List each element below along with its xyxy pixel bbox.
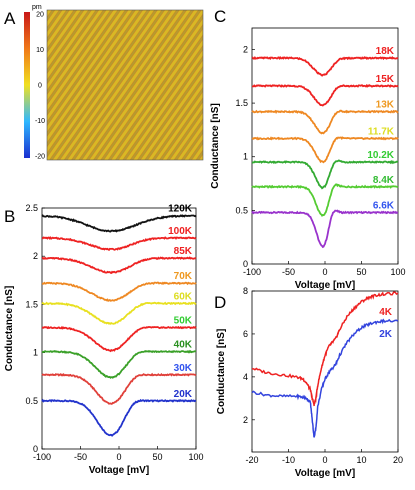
y-tick-label: 2 — [33, 251, 38, 261]
series-label: 6.6K — [373, 201, 395, 212]
panel-label-d: D — [214, 293, 226, 312]
series-label: 120K — [168, 204, 193, 215]
series-label: 10.2K — [367, 150, 394, 161]
series-line — [251, 159, 399, 190]
x-tick-label: -50 — [74, 452, 87, 462]
series-line — [41, 301, 197, 325]
series-line — [251, 136, 399, 164]
x-axis-label: Voltage [mV] — [295, 468, 355, 479]
y-tick-label: 1.5 — [25, 299, 38, 309]
series-line — [41, 256, 197, 275]
x-axis-label: Voltage [mV] — [89, 465, 149, 476]
y-tick-label: 4 — [243, 372, 248, 382]
y-tick-label: 0.5 — [25, 396, 38, 406]
series-label: 60K — [174, 291, 193, 302]
panel-label-c: C — [214, 7, 226, 26]
x-tick-label: 0 — [322, 267, 327, 277]
x-tick-label: -50 — [282, 267, 295, 277]
series-line — [41, 372, 197, 405]
x-tick-label: 100 — [390, 267, 405, 277]
series-label: 85K — [174, 246, 193, 257]
series-line — [251, 183, 399, 217]
y-axis-label: Conductance [nS] — [4, 286, 15, 372]
panel-label-b: B — [4, 207, 15, 226]
x-tick-label: -100 — [243, 267, 261, 277]
y-tick-label: 1 — [33, 348, 38, 358]
x-tick-label: 20 — [393, 455, 403, 465]
colorbar — [24, 12, 30, 158]
series-line — [41, 398, 197, 437]
series-line — [41, 349, 196, 379]
series-label: 40K — [174, 340, 193, 351]
colorbar-tick-label: -10 — [35, 118, 45, 125]
series-line — [251, 55, 399, 77]
series-label: 18K — [376, 46, 395, 57]
y-tick-label: 0 — [33, 444, 38, 454]
series-line — [41, 214, 197, 233]
series-line — [252, 291, 399, 407]
y-tick-label: 8 — [243, 286, 248, 296]
panel-b-chart: -100 -50 0 50 100 0 0.5 1 1.5 2 2.5 Voltage [mV] Con… — [4, 203, 204, 476]
series-line — [41, 325, 197, 353]
series-label: 50K — [174, 316, 193, 327]
colorbar-tick-label: -20 — [35, 154, 45, 161]
series-label: 4K — [379, 307, 393, 318]
series-label: 11.7K — [368, 126, 395, 137]
series-label: 8.4K — [373, 175, 395, 186]
y-tick-label: 0 — [243, 259, 248, 269]
panel-c-chart: -100 -50 0 50 100 0 0.5 1 1.5 2 Voltage [mV] Conduc… — [210, 27, 406, 291]
y-axis-label: Conductance [nS] — [210, 103, 221, 189]
colorbar-tick-label: 10 — [36, 47, 44, 54]
y-tick-label: 2.5 — [25, 203, 38, 213]
series-line — [41, 281, 197, 302]
x-tick-label: 50 — [152, 452, 162, 462]
heatmap-image — [46, 9, 204, 161]
x-tick-label: 100 — [188, 452, 203, 462]
x-tick-label: -10 — [282, 455, 295, 465]
y-tick-label: 2 — [243, 415, 248, 425]
x-axis-label: Voltage [mV] — [295, 280, 355, 291]
x-tick-label: 0 — [322, 455, 327, 465]
y-tick-label: 1.5 — [235, 98, 248, 108]
x-tick-label: -20 — [245, 455, 258, 465]
series-line — [42, 236, 197, 252]
colorbar-tick-label: 20 — [36, 12, 44, 19]
y-tick-label: 1 — [243, 152, 248, 162]
series-label: 30K — [174, 363, 193, 374]
y-tick-label: 0.5 — [235, 205, 248, 215]
panel-d-chart: -20 -10 0 10 20 2 4 6 8 Voltage [mV] Conductance [… — [216, 286, 403, 479]
series-label: 70K — [174, 271, 193, 282]
x-tick-label: 50 — [356, 267, 366, 277]
colorbar-unit: pm — [32, 4, 42, 11]
series-label: 13K — [376, 100, 395, 111]
series-line — [251, 83, 399, 107]
series-line — [251, 318, 399, 438]
y-tick-label: 2 — [243, 44, 248, 54]
panel-label-a: A — [4, 9, 16, 28]
y-tick-label: 6 — [243, 329, 248, 339]
x-tick-label: 10 — [356, 455, 366, 465]
plot-frame — [251, 27, 399, 265]
series-label: 2K — [379, 329, 393, 340]
plot-frame — [251, 290, 399, 453]
series-line — [251, 109, 399, 135]
series-label: 100K — [168, 226, 193, 237]
series-line — [251, 209, 399, 249]
y-axis-label: Conductance [nS] — [216, 329, 227, 415]
x-tick-label: 0 — [116, 452, 121, 462]
colorbar-tick-label: 0 — [38, 83, 42, 90]
x-tick-label: -100 — [33, 452, 51, 462]
series-label: 20K — [174, 389, 193, 400]
panel-a-heatmap: pm 20 10 0 -10 -20 — [24, 4, 204, 161]
series-label: 15K — [376, 74, 395, 85]
